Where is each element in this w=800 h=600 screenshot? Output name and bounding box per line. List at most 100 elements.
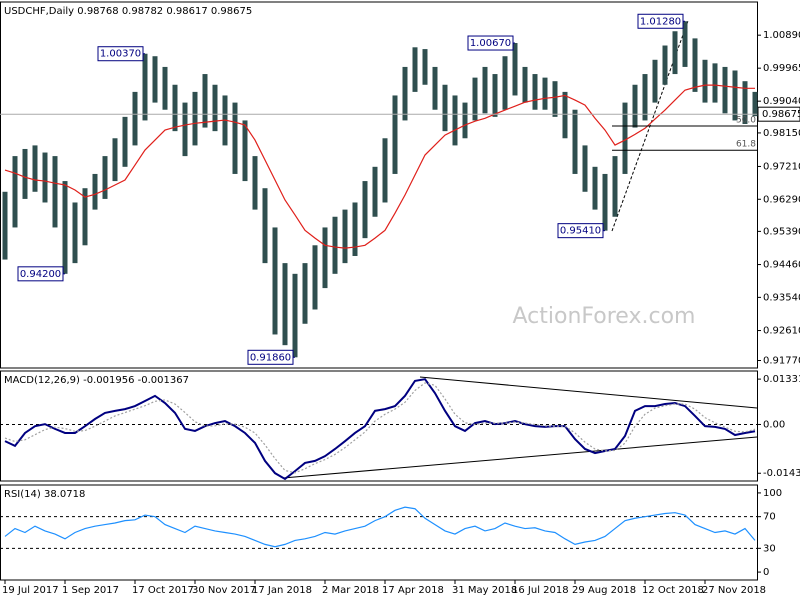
- price-bar: [132, 91, 138, 146]
- price-bar: [342, 209, 348, 264]
- price-bar: [682, 21, 688, 67]
- price-bar: [272, 227, 278, 335]
- price-bar: [172, 84, 178, 132]
- x-tick-label: 17 Oct 2017: [132, 585, 194, 596]
- y-tick-label: -0.014323: [763, 468, 800, 479]
- price-bar: [32, 145, 38, 192]
- price-annotation: 1.00370: [100, 49, 141, 60]
- price-bar: [402, 66, 408, 121]
- price-bar: [572, 109, 578, 174]
- price-bar: [722, 66, 728, 114]
- price-bar: [202, 74, 208, 128]
- price-bar: [102, 156, 108, 199]
- y-tick-label: 0.00: [763, 419, 785, 430]
- x-tick-label: 16 Jul 2018: [512, 585, 569, 596]
- price-bar: [702, 59, 708, 103]
- price-bar: [262, 188, 268, 264]
- price-bar: [452, 95, 458, 146]
- x-tick-label: 27 Nov 2018: [702, 585, 766, 596]
- x-tick-label: 29 Aug 2018: [572, 585, 636, 596]
- last-price-label: 0.98675: [762, 109, 800, 120]
- x-tick-label: 17 Jan 2018: [252, 585, 312, 596]
- price-bar: [642, 74, 648, 121]
- price-bar: [82, 188, 88, 246]
- price-bar: [152, 56, 158, 103]
- price-bar: [562, 91, 568, 139]
- price-annotation: 1.00670: [470, 38, 511, 49]
- price-bar: [92, 173, 98, 210]
- price-bar: [52, 156, 58, 228]
- x-tick-label: 12 Oct 2018: [642, 585, 704, 596]
- price-bar: [392, 95, 398, 174]
- fib-label: 61.8: [736, 140, 756, 150]
- price-bar: [42, 152, 48, 203]
- price-bar: [292, 273, 298, 358]
- price-bar: [622, 102, 628, 174]
- price-bar: [712, 63, 718, 103]
- price-bar: [242, 120, 248, 182]
- price-bar: [22, 148, 28, 199]
- price-bar: [512, 43, 518, 96]
- price-bar: [302, 263, 308, 324]
- price-bar: [542, 77, 548, 110]
- price-bar: [672, 31, 678, 75]
- price-bar: [112, 138, 118, 182]
- y-tick-label: 70: [763, 512, 776, 523]
- price-bar: [282, 263, 288, 346]
- price-bar: [442, 84, 448, 132]
- x-tick-label: 1 Sep 2017: [62, 585, 119, 596]
- price-bar: [182, 102, 188, 157]
- price-bar: [482, 66, 488, 114]
- price-bar: [322, 227, 328, 289]
- price-bar: [372, 166, 378, 217]
- price-bar: [12, 156, 18, 228]
- price-bar: [352, 202, 358, 256]
- price-bar: [362, 181, 368, 239]
- series-line: [4, 84, 755, 249]
- x-tick-label: 17 Apr 2018: [382, 585, 444, 596]
- price-bar: [312, 245, 318, 310]
- panel-frame: [0, 370, 758, 482]
- price-bar: [522, 66, 528, 103]
- x-tick-label: 2 Mar 2018: [322, 585, 379, 596]
- y-tick-label: 30: [763, 543, 776, 554]
- y-tick-label: 0.99965: [763, 63, 800, 74]
- price-bar: [742, 81, 748, 124]
- price-bar: [462, 102, 468, 139]
- price-bar: [382, 138, 388, 203]
- price-bar: [502, 56, 508, 110]
- panel-title: RSI(14) 38.0718: [4, 489, 85, 500]
- x-tick-label: 31 May 2018: [452, 585, 517, 596]
- price-bar: [602, 173, 608, 231]
- watermark: ActionForex.com: [513, 304, 696, 329]
- price-annotation: 0.94200: [20, 269, 61, 280]
- panel-frame: [0, 484, 758, 581]
- price-bar: [732, 70, 738, 121]
- price-bar: [332, 216, 338, 274]
- series-line: [4, 382, 756, 474]
- y-tick-label: 0.013319: [763, 374, 800, 385]
- price-bar: [252, 156, 258, 210]
- panel-title: USDCHF,Daily 0.98768 0.98782 0.98617 0.9…: [4, 6, 252, 17]
- price-annotation: 0.95410: [560, 226, 601, 237]
- trendline: [419, 376, 758, 409]
- y-tick-label: 100: [763, 488, 782, 499]
- price-bar: [492, 74, 498, 117]
- y-tick-label: 0: [763, 567, 769, 578]
- x-tick-label: 30 Nov 2017: [192, 585, 256, 596]
- price-bar: [472, 77, 478, 121]
- fib-label: 50.0: [736, 115, 756, 125]
- price-bar: [432, 66, 438, 110]
- price-bar: [582, 145, 588, 192]
- price-bar: [122, 116, 128, 167]
- price-bar: [662, 45, 668, 85]
- price-bar: [72, 202, 78, 264]
- price-bar: [142, 53, 148, 121]
